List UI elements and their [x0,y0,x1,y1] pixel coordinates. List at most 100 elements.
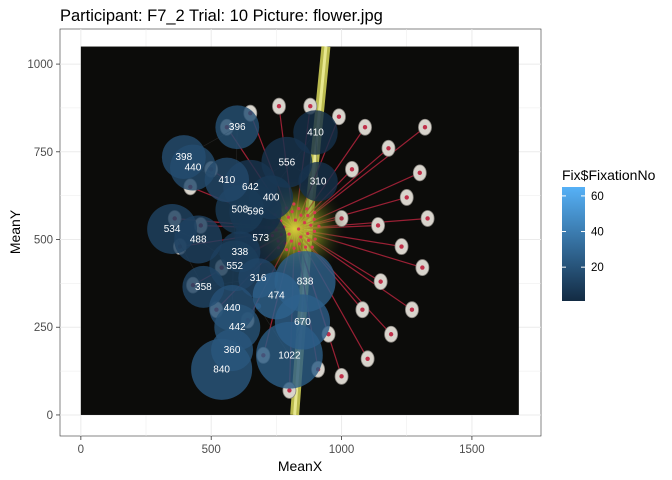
gland-tip [362,125,368,130]
fixation-duration-label: 508 [232,205,249,216]
gland-tip [339,374,344,379]
center-dot [293,218,297,222]
gland-tip [386,146,391,151]
gland-tip [404,195,409,200]
fixation-duration-label: 534 [164,224,181,235]
fixation-point [215,105,260,150]
fixation-duration-label: 440 [224,303,241,314]
chart-title: Participant: F7_2 Trial: 10 Picture: flo… [60,7,383,25]
center-dot [297,207,301,211]
y-tick-label: 750 [34,147,53,159]
fixation-point [191,338,253,400]
gland-tip [375,223,381,228]
center-dot [299,235,303,239]
center-dot [297,242,302,246]
legend: Fix$FixationNo 20 40 60 [562,167,656,301]
y-tick-label: 250 [34,322,53,334]
legend-title: Fix$FixationNo [562,167,656,183]
legend-tick-label: 20 [591,262,604,274]
center-dot [313,237,317,241]
center-dot [297,227,301,231]
center-dot [309,223,313,227]
x-axis-title: MeanX [278,458,323,474]
fixation-duration-label: 573 [252,233,269,244]
center-dot [302,220,307,225]
fixation-duration-label: 840 [213,364,230,375]
fixation-duration-label: 442 [229,322,246,333]
y-axis-title: MeanY [7,209,23,254]
center-dot [287,232,291,236]
y-tick-label: 1000 [27,59,53,71]
gland-tip [365,356,370,362]
fixation-duration-label: 440 [185,163,202,174]
fixation-duration-label: 316 [250,273,267,284]
gland-tip [360,307,365,312]
fixation-duration-label: 400 [263,192,280,203]
fixation-duration-label: 310 [310,177,327,188]
gland-tip [336,114,342,119]
fixation-points: 573 596 410 310 556 642 400 508 338 552 488 534 358 3… [147,105,338,400]
center-dot [313,210,317,215]
x-tick-label: 1500 [459,444,485,456]
center-dot [303,245,308,249]
fixation-duration-label: 596 [247,206,264,217]
fixation-duration-label: 398 [175,152,192,163]
legend-ticks: 20 40 60 [562,191,604,274]
fixation-duration-label: 642 [242,182,259,193]
fixation-point [161,135,206,180]
gland-tip [349,167,355,172]
gland-tip [378,279,383,284]
center-dot [306,213,310,218]
gland-tip [417,170,422,176]
center-dot [310,245,314,249]
y-tick-label: 500 [34,235,53,247]
center-dot [317,224,321,228]
y-tick-label: 0 [47,410,53,422]
legend-tick-label: 60 [591,191,604,203]
gland-tip [308,103,313,109]
gland-tip [388,332,394,337]
fixation-duration-label: 670 [294,317,311,328]
fixation-point [147,204,198,254]
axes: 0 500 1000 1500 0 250 500 750 1000 [27,59,484,456]
gland-tip [425,216,430,221]
x-tick-label: 500 [202,444,221,456]
center-dot [312,217,316,221]
center-dot [299,213,303,217]
fixation-duration-label: 410 [219,175,236,186]
fixation-point [252,271,301,320]
gland-tip [287,388,292,393]
center-dot [306,232,310,236]
gland-tip [399,244,404,249]
gland-tip [409,307,415,312]
fixation-duration-label: 838 [297,277,314,288]
x-tick-label: 1000 [329,444,355,456]
center-dot [286,215,291,219]
fixation-duration-label: 556 [278,157,295,168]
fixation-duration-label: 360 [224,345,241,356]
gland-tip [422,125,428,130]
fixation-duration-label: 1022 [278,350,301,361]
fixation-duration-label: 488 [190,235,207,246]
center-dot [290,210,294,214]
gland-tip [420,265,425,270]
center-dot [305,207,309,211]
fixation-duration-label: 396 [229,122,246,133]
x-tick-label: 0 [78,444,84,456]
fixation-duration-label: 552 [226,261,243,272]
center-dot [312,229,317,233]
fixation-duration-label: 338 [232,247,249,258]
center-dot [285,248,289,252]
gland-tip [276,103,282,109]
fixation-duration-label: 410 [307,128,324,139]
center-dot [306,238,311,242]
fixation-point [293,110,338,155]
center-dot [292,202,296,206]
legend-tick-label: 40 [591,227,604,239]
fixation-duration-label: 358 [195,282,212,293]
center-dot [289,239,294,243]
fixation-duration-label: 474 [268,291,285,302]
legend-colorbar [562,187,585,301]
center-dot [292,246,296,250]
